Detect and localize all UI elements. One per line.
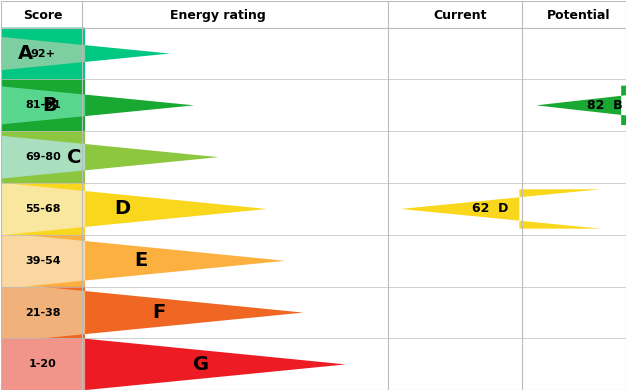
Bar	[1, 287, 85, 339]
Bar	[1, 183, 85, 235]
Bar	[1, 79, 85, 131]
Polygon shape	[536, 86, 628, 125]
Text: 62  D: 62 D	[472, 203, 508, 215]
Text: A: A	[18, 44, 33, 63]
Text: 69-80: 69-80	[25, 152, 61, 162]
Text: Energy rating: Energy rating	[170, 9, 266, 22]
Text: 82  B: 82 B	[587, 99, 623, 112]
Bar	[1, 235, 85, 287]
Text: E: E	[134, 251, 148, 270]
Text: F: F	[152, 303, 166, 322]
Text: 1-20: 1-20	[29, 359, 57, 369]
Polygon shape	[0, 131, 219, 183]
Bar	[1, 339, 85, 390]
Text: D: D	[114, 199, 131, 219]
Text: G: G	[193, 355, 209, 374]
Text: Potential: Potential	[547, 9, 610, 22]
Polygon shape	[0, 79, 194, 131]
Text: 21-38: 21-38	[25, 308, 61, 317]
Text: 81-91: 81-91	[25, 100, 61, 110]
Polygon shape	[23, 235, 285, 287]
Polygon shape	[401, 189, 600, 229]
Bar	[1, 28, 85, 79]
Text: C: C	[67, 148, 81, 167]
Text: Current: Current	[433, 9, 487, 22]
Text: B: B	[43, 96, 57, 115]
Text: 39-54: 39-54	[25, 256, 61, 266]
Polygon shape	[0, 28, 170, 79]
Polygon shape	[41, 287, 303, 339]
Polygon shape	[4, 183, 267, 235]
Text: Score: Score	[23, 9, 63, 22]
Text: 92+: 92+	[30, 48, 55, 59]
Polygon shape	[84, 339, 345, 390]
Bar	[1, 131, 85, 183]
Text: 55-68: 55-68	[25, 204, 61, 214]
